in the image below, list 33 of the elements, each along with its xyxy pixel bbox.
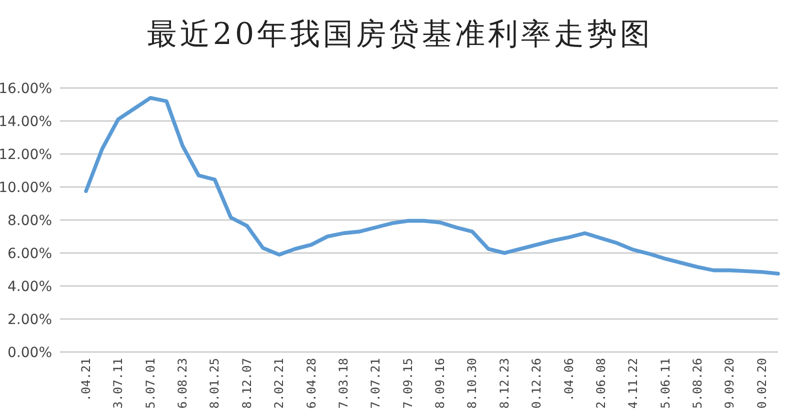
x-tick-label: 5.08.26 xyxy=(690,358,705,409)
x-tick-label: 7.09.15 xyxy=(400,358,415,409)
chart-title: 最近20年我国房贷基准利率走势图 xyxy=(146,17,654,52)
x-tick-label: 8.10.30 xyxy=(465,358,480,409)
x-tick-label: 6.04.28 xyxy=(304,358,318,409)
x-tick-label: 9.09.20 xyxy=(722,358,737,409)
x-tick-label: 5.07.01 xyxy=(143,358,158,409)
x-tick-label: 0.12.26 xyxy=(530,358,544,409)
y-tick-label: 16.00% xyxy=(0,81,52,97)
y-tick-label: 0.00% xyxy=(8,345,52,361)
y-tick-label: 12.00% xyxy=(0,147,52,163)
x-tick-label: 5.06.11 xyxy=(658,358,672,409)
x-tick-label: 4.11.22 xyxy=(626,358,640,409)
x-tick-label: 7.07.21 xyxy=(368,358,383,409)
x-tick-label: .04.06 xyxy=(562,358,576,402)
y-tick-label: 2.00% xyxy=(8,312,52,328)
y-tick-label: 6.00% xyxy=(8,246,52,262)
x-tick-label: 2.02.21 xyxy=(272,358,286,409)
x-tick-label: 8.12.23 xyxy=(497,358,512,409)
line-series xyxy=(84,96,780,276)
y-tick-label: 8.00% xyxy=(8,213,52,229)
x-tick-label: 0.02.20 xyxy=(754,358,769,409)
x-tick-label: 2.06.08 xyxy=(594,358,608,409)
x-tick-label: 6.08.23 xyxy=(176,358,190,409)
y-tick-label: 10.00% xyxy=(0,180,52,196)
x-tick-label: .04.21 xyxy=(79,358,93,402)
x-tick-label: 3.07.11 xyxy=(111,358,126,409)
x-tick-label: 8.01.25 xyxy=(208,358,222,409)
x-tick-label: 7.03.18 xyxy=(336,358,350,409)
y-tick-label: 14.00% xyxy=(0,114,52,130)
x-tick-label: 8.09.16 xyxy=(433,358,448,409)
y-tick-label: 4.00% xyxy=(8,279,52,295)
x-tick-label: 8.12.07 xyxy=(240,358,254,409)
